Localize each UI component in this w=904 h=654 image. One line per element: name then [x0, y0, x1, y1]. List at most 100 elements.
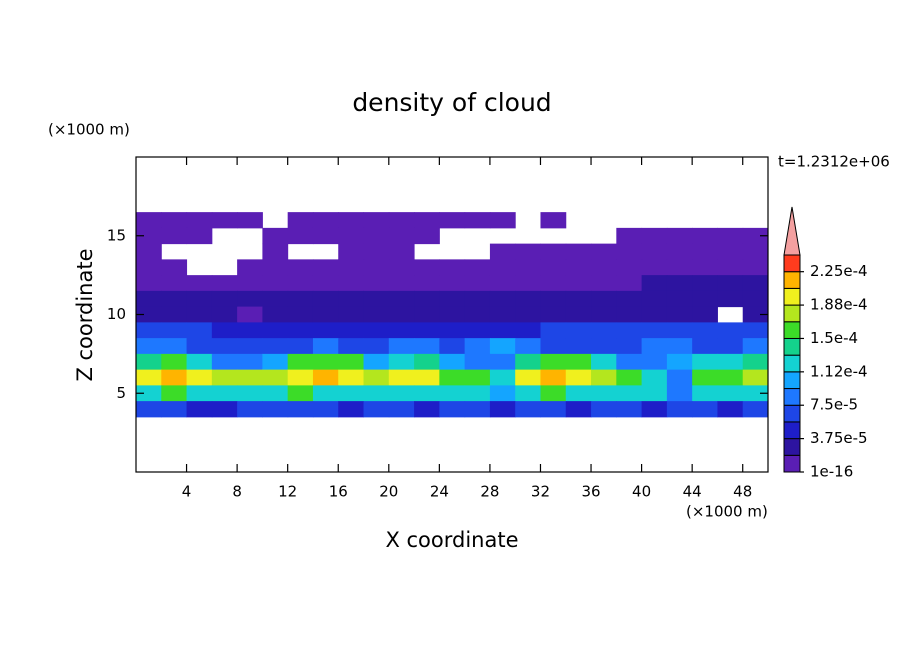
field-cell — [363, 306, 390, 323]
field-cell — [287, 227, 314, 245]
field-cell — [312, 369, 339, 386]
field-cell — [616, 353, 643, 371]
colorbar-tick-label: 1e-16 — [810, 463, 853, 481]
field-cell — [742, 227, 769, 245]
field-cell — [742, 306, 769, 323]
field-cell — [312, 385, 339, 402]
field-cell — [515, 369, 541, 386]
field-cell — [489, 275, 516, 292]
field-cell — [338, 322, 365, 339]
field-cell — [262, 259, 289, 276]
field-cell — [692, 275, 718, 292]
field-cell — [489, 290, 516, 308]
field-cell — [211, 275, 238, 292]
field-cell — [161, 322, 188, 339]
field-cell — [237, 306, 263, 323]
field-cell — [692, 290, 718, 308]
field-cell — [237, 369, 263, 386]
field-cell — [388, 385, 415, 402]
field-cell — [136, 369, 162, 386]
field-cell — [717, 243, 744, 260]
field-cell — [591, 275, 617, 292]
field-cell — [312, 290, 339, 308]
field-cell — [565, 290, 592, 308]
field-cell — [186, 401, 213, 418]
field-cell — [363, 338, 390, 355]
field-cell — [312, 401, 339, 418]
field-cell — [540, 322, 567, 339]
field-cell — [616, 385, 643, 402]
field-cell — [489, 322, 516, 339]
field-cell — [515, 385, 541, 402]
field-cell — [540, 290, 567, 308]
x-tick-label: 32 — [531, 483, 550, 501]
field-cell — [439, 353, 466, 371]
field-cell — [338, 401, 365, 418]
field-cell — [363, 290, 390, 308]
field-cell — [287, 212, 314, 229]
field-cell — [540, 212, 567, 229]
field-cell — [692, 338, 718, 355]
field-cell — [540, 369, 567, 386]
field-cell — [237, 353, 263, 371]
field-cell — [363, 259, 390, 276]
colorbar-box — [783, 388, 801, 406]
field-cell — [388, 401, 415, 418]
field-cell — [338, 227, 365, 245]
field-cell — [414, 275, 440, 292]
field-cell — [591, 369, 617, 386]
field-cell — [338, 369, 365, 386]
field-cell — [464, 259, 491, 276]
field-cell — [439, 401, 466, 418]
field-cell — [641, 322, 668, 339]
field-cell — [742, 353, 769, 371]
field-cell — [338, 385, 365, 402]
field-cell — [666, 338, 693, 355]
field-cell — [742, 290, 769, 308]
colorbar-box — [783, 371, 801, 390]
field-cell — [312, 338, 339, 355]
field-cell — [338, 259, 365, 276]
y-tick-label: 5 — [116, 384, 126, 402]
y-tick-label: 15 — [107, 226, 126, 244]
field-cell — [616, 369, 643, 386]
field-cell — [136, 290, 162, 308]
field-cell — [565, 243, 592, 260]
field-cell — [287, 275, 314, 292]
y-unit: (×1000 m) — [48, 121, 130, 139]
field-cell — [414, 385, 440, 402]
field-cell — [338, 306, 365, 323]
x-unit: (×1000 m) — [686, 503, 768, 521]
field-cell — [464, 306, 491, 323]
field-cell — [641, 385, 668, 402]
field-cell — [641, 227, 668, 245]
field-cell — [363, 369, 390, 386]
field-cell — [742, 401, 769, 418]
field-cell — [262, 243, 289, 260]
field-cell — [388, 275, 415, 292]
field-cell — [489, 259, 516, 276]
field-cell — [591, 290, 617, 308]
field-cell — [262, 275, 289, 292]
field-cell — [211, 306, 238, 323]
field-cell — [692, 243, 718, 260]
field-cell — [666, 243, 693, 260]
field-cell — [161, 306, 188, 323]
field-cell — [692, 322, 718, 339]
field-cell — [464, 369, 491, 386]
field-cell — [692, 385, 718, 402]
field-cell — [641, 259, 668, 276]
field-cell — [717, 385, 744, 402]
field-cell — [641, 401, 668, 418]
field-cell — [161, 353, 188, 371]
field-cell — [237, 322, 263, 339]
x-axis-label: X coordinate — [385, 528, 518, 552]
field-cell — [136, 353, 162, 371]
field-cell — [515, 243, 541, 260]
field-cell — [161, 338, 188, 355]
field-cell — [742, 385, 769, 402]
field-cell — [591, 385, 617, 402]
field-cell — [211, 290, 238, 308]
field-cell — [161, 290, 188, 308]
